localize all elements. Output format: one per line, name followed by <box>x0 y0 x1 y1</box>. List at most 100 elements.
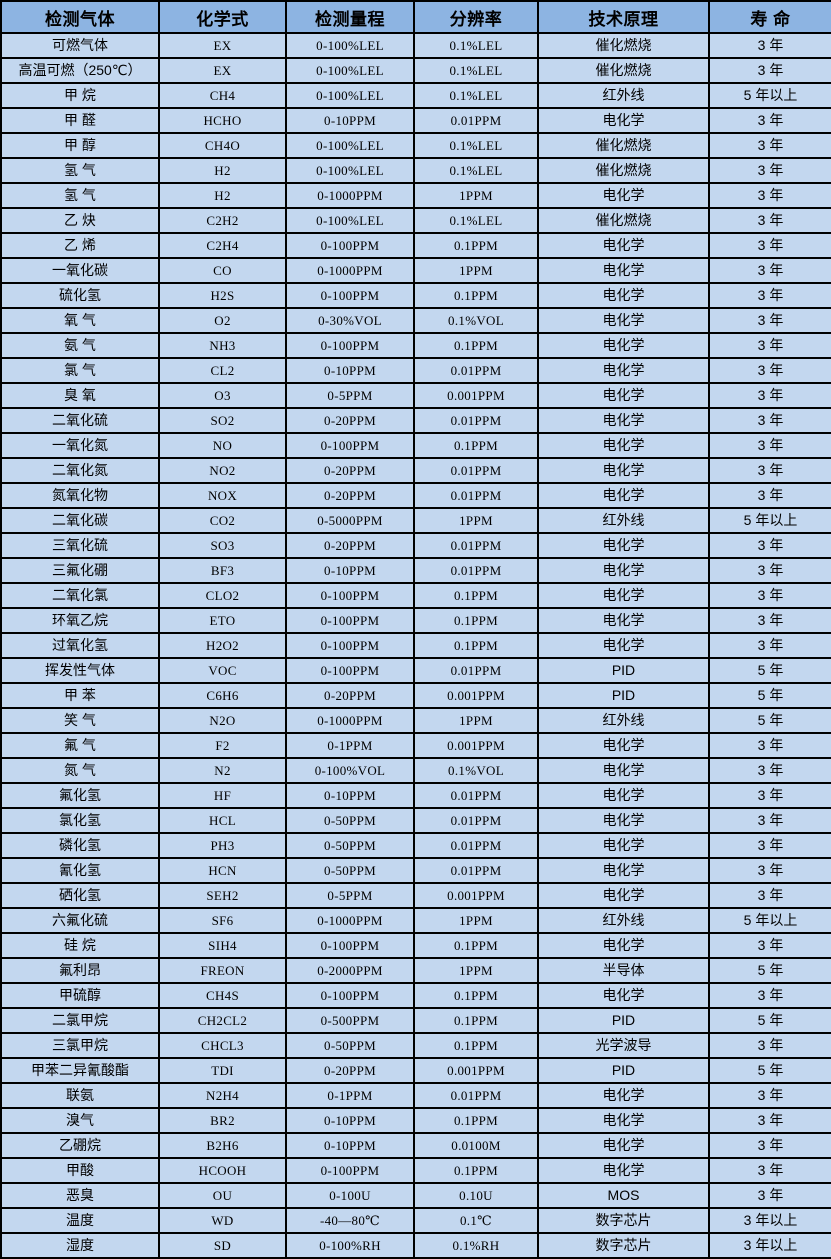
cell-res: 0.0100M <box>413 1132 539 1159</box>
cell-range: 0-1000PPM <box>285 907 415 934</box>
cell-life: 5 年 <box>708 682 831 709</box>
table-row: 温度 WD -40—80℃ 0.1℃ 数字芯片 3 年以上 <box>0 1207 831 1234</box>
table-row: 恶臭 OU 0-100U 0.10U MOS 3 年 <box>0 1182 831 1209</box>
cell-tech: 电化学 <box>537 1157 710 1184</box>
cell-range: 0-20PPM <box>285 482 415 509</box>
table-row: 氨 气 NH3 0-100PPM 0.1PPM 电化学 3 年 <box>0 332 831 359</box>
cell-gas: 三氟化硼 <box>0 557 160 584</box>
cell-gas: 湿度 <box>0 1232 160 1259</box>
table-row: 氟化氢 HF 0-10PPM 0.01PPM 电化学 3 年 <box>0 782 831 809</box>
cell-formula: WD <box>158 1207 287 1234</box>
table-row: 湿度 SD 0-100%RH 0.1%RH 数字芯片 3 年以上 <box>0 1232 831 1259</box>
cell-gas: 一氧化碳 <box>0 257 160 284</box>
cell-formula: EX <box>158 57 287 84</box>
cell-res: 0.1%LEL <box>413 57 539 84</box>
cell-formula: N2O <box>158 707 287 734</box>
cell-gas: 甲 醛 <box>0 107 160 134</box>
cell-range: 0-10PPM <box>285 107 415 134</box>
cell-gas: 联氨 <box>0 1082 160 1109</box>
cell-res: 1PPM <box>413 507 539 534</box>
table-body: 可燃气体 EX 0-100%LEL 0.1%LEL 催化燃烧 3 年高温可燃（250℃） E… <box>0 32 831 1259</box>
cell-life: 5 年 <box>708 957 831 984</box>
cell-life: 3 年 <box>708 232 831 259</box>
cell-res: 0.1PPM <box>413 1157 539 1184</box>
cell-tech: 电化学 <box>537 782 710 809</box>
cell-life: 3 年 <box>708 582 831 609</box>
cell-range: 0-20PPM <box>285 1057 415 1084</box>
table-row: 三氟化硼 BF3 0-10PPM 0.01PPM 电化学 3 年 <box>0 557 831 584</box>
cell-gas: 温度 <box>0 1207 160 1234</box>
cell-res: 1PPM <box>413 257 539 284</box>
cell-range: 0-20PPM <box>285 682 415 709</box>
table-row: 氰化氢 HCN 0-50PPM 0.01PPM 电化学 3 年 <box>0 857 831 884</box>
cell-life: 5 年 <box>708 1057 831 1084</box>
cell-gas: 氟化氢 <box>0 782 160 809</box>
cell-range: 0-100%LEL <box>285 32 415 59</box>
cell-res: 0.01PPM <box>413 107 539 134</box>
cell-tech: 电化学 <box>537 407 710 434</box>
table-row: 笑 气 N2O 0-1000PPM 1PPM 红外线 5 年 <box>0 707 831 734</box>
cell-res: 0.1PPM <box>413 582 539 609</box>
cell-tech: 电化学 <box>537 857 710 884</box>
cell-gas: 甲硫醇 <box>0 982 160 1009</box>
cell-res: 0.01PPM <box>413 782 539 809</box>
cell-res: 0.1PPM <box>413 607 539 634</box>
cell-gas: 硅 烷 <box>0 932 160 959</box>
cell-gas: 恶臭 <box>0 1182 160 1209</box>
cell-range: 0-5PPM <box>285 382 415 409</box>
cell-tech: 电化学 <box>537 532 710 559</box>
cell-tech: 红外线 <box>537 507 710 534</box>
cell-range: -40—80℃ <box>285 1207 415 1234</box>
table-header: 检测气体 化学式 检测量程 分辨率 技术原理 寿 命 <box>0 0 831 34</box>
cell-formula: CH4O <box>158 132 287 159</box>
cell-range: 0-20PPM <box>285 407 415 434</box>
table-row: 联氨 N2H4 0-1PPM 0.01PPM 电化学 3 年 <box>0 1082 831 1109</box>
cell-life: 3 年以上 <box>708 1232 831 1259</box>
column-header-gas: 检测气体 <box>0 0 160 34</box>
cell-range: 0-50PPM <box>285 807 415 834</box>
cell-life: 5 年以上 <box>708 507 831 534</box>
cell-res: 0.01PPM <box>413 657 539 684</box>
cell-tech: 红外线 <box>537 907 710 934</box>
cell-gas: 六氟化硫 <box>0 907 160 934</box>
cell-gas: 二氧化氮 <box>0 457 160 484</box>
cell-tech: 电化学 <box>537 607 710 634</box>
cell-tech: 电化学 <box>537 732 710 759</box>
cell-res: 0.1PPM <box>413 932 539 959</box>
cell-gas: 溴气 <box>0 1107 160 1134</box>
cell-life: 3 年 <box>708 532 831 559</box>
cell-gas: 氢 气 <box>0 182 160 209</box>
cell-res: 0.01PPM <box>413 557 539 584</box>
cell-life: 3 年 <box>708 332 831 359</box>
cell-formula: C2H2 <box>158 207 287 234</box>
cell-formula: CO2 <box>158 507 287 534</box>
table-row: 一氧化碳 CO 0-1000PPM 1PPM 电化学 3 年 <box>0 257 831 284</box>
cell-life: 3 年 <box>708 732 831 759</box>
cell-res: 0.001PPM <box>413 732 539 759</box>
cell-formula: H2 <box>158 157 287 184</box>
cell-range: 0-100PPM <box>285 282 415 309</box>
cell-tech: 催化燃烧 <box>537 57 710 84</box>
cell-gas: 环氧乙烷 <box>0 607 160 634</box>
cell-res: 1PPM <box>413 907 539 934</box>
cell-tech: 电化学 <box>537 107 710 134</box>
cell-range: 0-100PPM <box>285 582 415 609</box>
cell-life: 3 年 <box>708 1157 831 1184</box>
cell-formula: N2 <box>158 757 287 784</box>
cell-life: 3 年 <box>708 882 831 909</box>
cell-formula: NH3 <box>158 332 287 359</box>
cell-range: 0-10PPM <box>285 357 415 384</box>
cell-res: 0.1PPM <box>413 1032 539 1059</box>
cell-gas: 甲酸 <box>0 1157 160 1184</box>
cell-formula: NO <box>158 432 287 459</box>
cell-range: 0-1000PPM <box>285 182 415 209</box>
cell-range: 0-10PPM <box>285 1132 415 1159</box>
cell-life: 3 年 <box>708 1082 831 1109</box>
cell-range: 0-100%RH <box>285 1232 415 1259</box>
cell-tech: 电化学 <box>537 1082 710 1109</box>
cell-range: 0-2000PPM <box>285 957 415 984</box>
table-row: 磷化氢 PH3 0-50PPM 0.01PPM 电化学 3 年 <box>0 832 831 859</box>
cell-range: 0-10PPM <box>285 782 415 809</box>
cell-tech: 数字芯片 <box>537 1232 710 1259</box>
cell-life: 3 年 <box>708 382 831 409</box>
